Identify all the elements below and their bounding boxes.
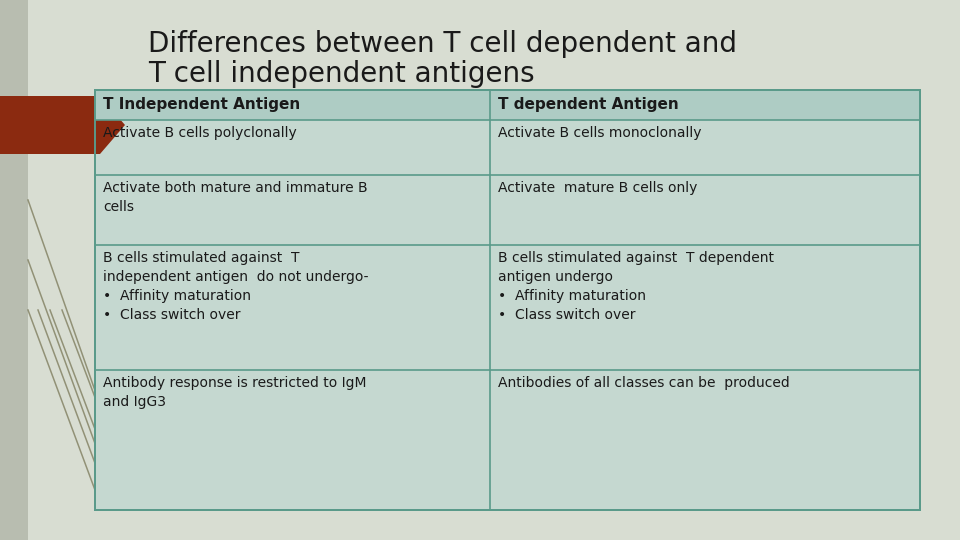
Text: Activate B cells monoclonally: Activate B cells monoclonally [498, 126, 702, 140]
Text: T cell independent antigens: T cell independent antigens [148, 60, 535, 88]
Text: T Independent Antigen: T Independent Antigen [103, 98, 300, 112]
Text: Antibodies of all classes can be  produced: Antibodies of all classes can be produce… [498, 376, 790, 390]
Text: B cells stimulated against  T
independent antigen  do not undergo-
•  Affinity m: B cells stimulated against T independent… [103, 251, 369, 322]
Bar [95, 90, 920, 120]
Text: Activate  mature B cells only: Activate mature B cells only [498, 181, 697, 195]
Text: Activate B cells polyclonally: Activate B cells polyclonally [103, 126, 297, 140]
Bar [95, 90, 920, 510]
Text: T dependent Antigen: T dependent Antigen [498, 98, 679, 112]
Text: Differences between T cell dependent and: Differences between T cell dependent and [148, 30, 737, 58]
Polygon shape [0, 96, 125, 154]
Text: B cells stimulated against  T dependent
antigen undergo
•  Affinity maturation
•: B cells stimulated against T dependent a… [498, 251, 774, 322]
Text: Activate both mature and immature B
cells: Activate both mature and immature B cell… [103, 181, 368, 214]
Text: Antibody response is restricted to IgM
and IgG3: Antibody response is restricted to IgM a… [103, 376, 367, 409]
Bar [0, 0, 28, 540]
